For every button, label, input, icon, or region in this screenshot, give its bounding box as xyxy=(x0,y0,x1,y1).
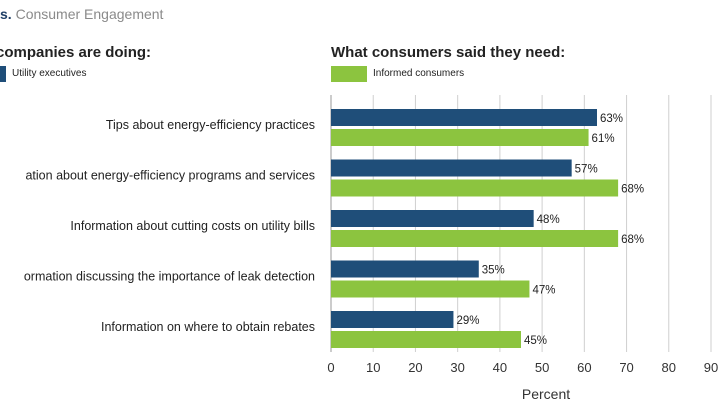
x-tick-label: 0 xyxy=(327,360,334,375)
x-tick-label: 10 xyxy=(366,360,380,375)
data-label: 48% xyxy=(537,214,560,226)
legend-label-utility-executives: Utility executives xyxy=(12,68,87,79)
legend-item-informed-consumers: Informed consumers xyxy=(331,66,464,82)
bar-utility-executives xyxy=(331,260,479,278)
category-label: Information about cutting costs on utili… xyxy=(70,219,315,233)
category-label: Information on where to obtain rebates xyxy=(101,320,315,334)
figure-title: Consumer Engagement xyxy=(15,6,164,22)
category-label: Tips about energy-efficiency practices xyxy=(106,118,315,132)
bar-informed-consumers xyxy=(331,230,619,247)
legend-swatch-informed-consumers xyxy=(331,66,367,82)
figure-caption: s. Consumer Engagement xyxy=(0,6,163,22)
right-heading: What consumers said they need: xyxy=(331,44,566,61)
x-tick-label: 30 xyxy=(450,360,464,375)
x-tick-label: 40 xyxy=(493,360,507,375)
x-tick-label: 70 xyxy=(619,360,633,375)
data-label: 63% xyxy=(600,113,623,125)
left-heading: companies are doing: xyxy=(0,44,152,61)
data-label: 57% xyxy=(575,164,598,176)
x-tick-label: 60 xyxy=(577,360,591,375)
data-label: 45% xyxy=(524,335,547,347)
data-label: 29% xyxy=(456,315,479,327)
x-tick-label: 80 xyxy=(662,360,676,375)
data-label: 35% xyxy=(482,265,505,277)
data-label: 68% xyxy=(621,184,644,196)
x-tick-label: 50 xyxy=(535,360,549,375)
category-label: ormation discussing the importance of le… xyxy=(24,270,315,284)
data-label: 61% xyxy=(592,133,615,145)
bar-utility-executives xyxy=(331,159,572,177)
bar-utility-executives xyxy=(331,311,454,328)
legend-item-utility-executives: Utility executives xyxy=(0,66,86,82)
bar-utility-executives xyxy=(331,210,534,227)
data-label: 68% xyxy=(621,234,644,246)
bar-informed-consumers xyxy=(331,179,619,197)
x-axis-label: Percent xyxy=(522,386,570,402)
data-label: 47% xyxy=(532,285,555,297)
figure-number: s. xyxy=(0,6,12,22)
x-tick-label: 20 xyxy=(408,360,422,375)
bar-informed-consumers xyxy=(331,331,521,348)
category-label: ation about energy-efficiency programs a… xyxy=(25,169,315,183)
bar-informed-consumers xyxy=(331,129,589,146)
bar-utility-executives xyxy=(331,109,597,126)
legend-label-informed-consumers: Informed consumers xyxy=(373,68,465,79)
legend-swatch-utility-executives xyxy=(0,66,6,82)
x-tick-label: 90 xyxy=(704,360,718,375)
bar-informed-consumers xyxy=(331,280,530,298)
